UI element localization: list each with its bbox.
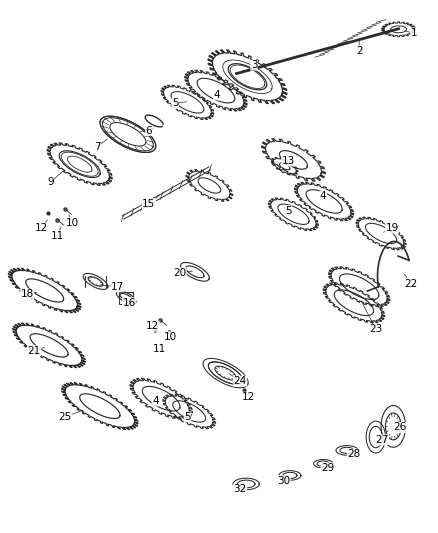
Text: 4: 4: [320, 191, 327, 201]
Text: 5: 5: [172, 99, 179, 108]
Text: 22: 22: [404, 279, 417, 288]
Text: 2: 2: [356, 46, 363, 55]
Text: 28: 28: [347, 449, 360, 459]
Text: 16: 16: [123, 298, 136, 308]
Bar: [119, 292, 133, 304]
Text: 9: 9: [47, 177, 54, 187]
Text: 5: 5: [184, 412, 191, 422]
Text: 3: 3: [251, 60, 258, 70]
Text: 4: 4: [213, 90, 220, 100]
Text: 19: 19: [385, 223, 399, 233]
Text: 6: 6: [145, 126, 152, 135]
Text: 4: 4: [152, 396, 159, 406]
Text: 13: 13: [282, 156, 295, 166]
Text: 20: 20: [173, 268, 186, 278]
Text: 26: 26: [393, 423, 406, 432]
Text: 18: 18: [21, 289, 34, 299]
Text: 11: 11: [153, 344, 166, 354]
Text: 12: 12: [146, 321, 159, 331]
Text: 30: 30: [277, 476, 290, 486]
Text: 7: 7: [94, 142, 101, 151]
Text: 10: 10: [163, 332, 177, 342]
Text: 12: 12: [242, 392, 255, 402]
Text: 15: 15: [142, 199, 155, 208]
Text: 25: 25: [58, 412, 71, 422]
Text: 27: 27: [375, 435, 389, 445]
Text: 11: 11: [50, 231, 64, 240]
Text: 29: 29: [321, 463, 334, 473]
Text: 32: 32: [233, 484, 247, 494]
Text: 21: 21: [28, 346, 41, 356]
Text: 10: 10: [66, 218, 79, 228]
Text: 5: 5: [285, 206, 292, 215]
Text: 12: 12: [35, 223, 48, 233]
Text: 23: 23: [369, 325, 382, 334]
Text: 1: 1: [410, 28, 417, 38]
Text: 17: 17: [111, 282, 124, 292]
Text: 24: 24: [233, 376, 247, 386]
